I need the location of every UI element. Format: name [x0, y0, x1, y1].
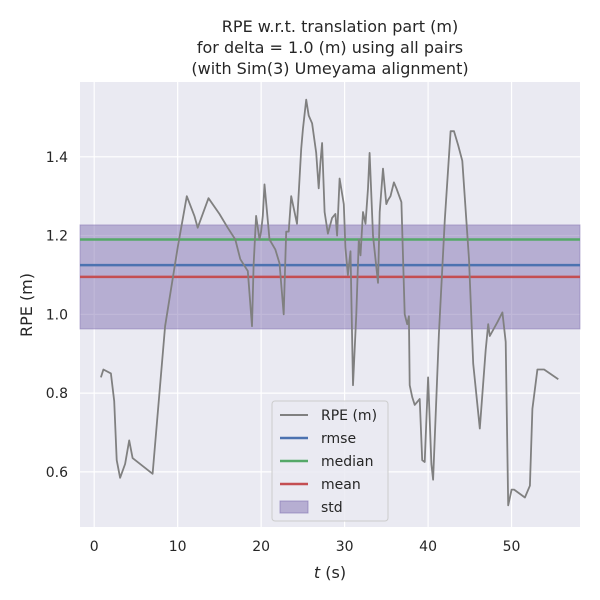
y-tick-label: 1.4: [46, 150, 68, 166]
statistic-lines: [80, 238, 580, 279]
legend-label-std: std: [321, 500, 343, 516]
legend: RPE (m) rmse median mean std: [271, 400, 389, 522]
rpe-series-line: [100, 98, 559, 507]
chart-title-line-2: for delta = 1.0 (m) using all pairs: [197, 38, 463, 57]
x-tick-label: 20: [252, 539, 270, 555]
x-tick-label: 10: [169, 539, 187, 555]
y-tick-label: 1.2: [46, 229, 68, 245]
x-axis-ticks: 0 10 20 30 40 50: [90, 539, 521, 555]
y-axis-ticks: 0.6 0.8 1.0 1.2 1.4: [46, 150, 68, 481]
legend-swatch-std: [279, 500, 309, 514]
chart-title-line-1: RPE w.r.t. translation part (m): [222, 17, 458, 36]
y-tick-label: 1.0: [46, 307, 68, 323]
y-tick-label: 0.8: [46, 386, 68, 402]
x-tick-label: 30: [336, 539, 354, 555]
legend-label-mean: mean: [321, 477, 361, 493]
x-tick-label: 50: [503, 539, 521, 555]
x-tick-label: 40: [419, 539, 437, 555]
y-tick-label: 0.6: [46, 465, 68, 481]
legend-box: [271, 400, 389, 522]
legend-label-median: median: [321, 454, 373, 470]
legend-label-rpe: RPE (m): [321, 408, 377, 424]
chart-title-line-3: (with Sim(3) Umeyama alignment): [191, 59, 468, 78]
x-tick-label: 0: [90, 539, 99, 555]
y-axis-label: RPE (m): [17, 273, 36, 337]
legend-label-rmse: rmse: [321, 431, 356, 447]
x-axis-label: t (s): [314, 563, 346, 582]
chart-title: RPE w.r.t. translation part (m) for delt…: [191, 17, 468, 78]
